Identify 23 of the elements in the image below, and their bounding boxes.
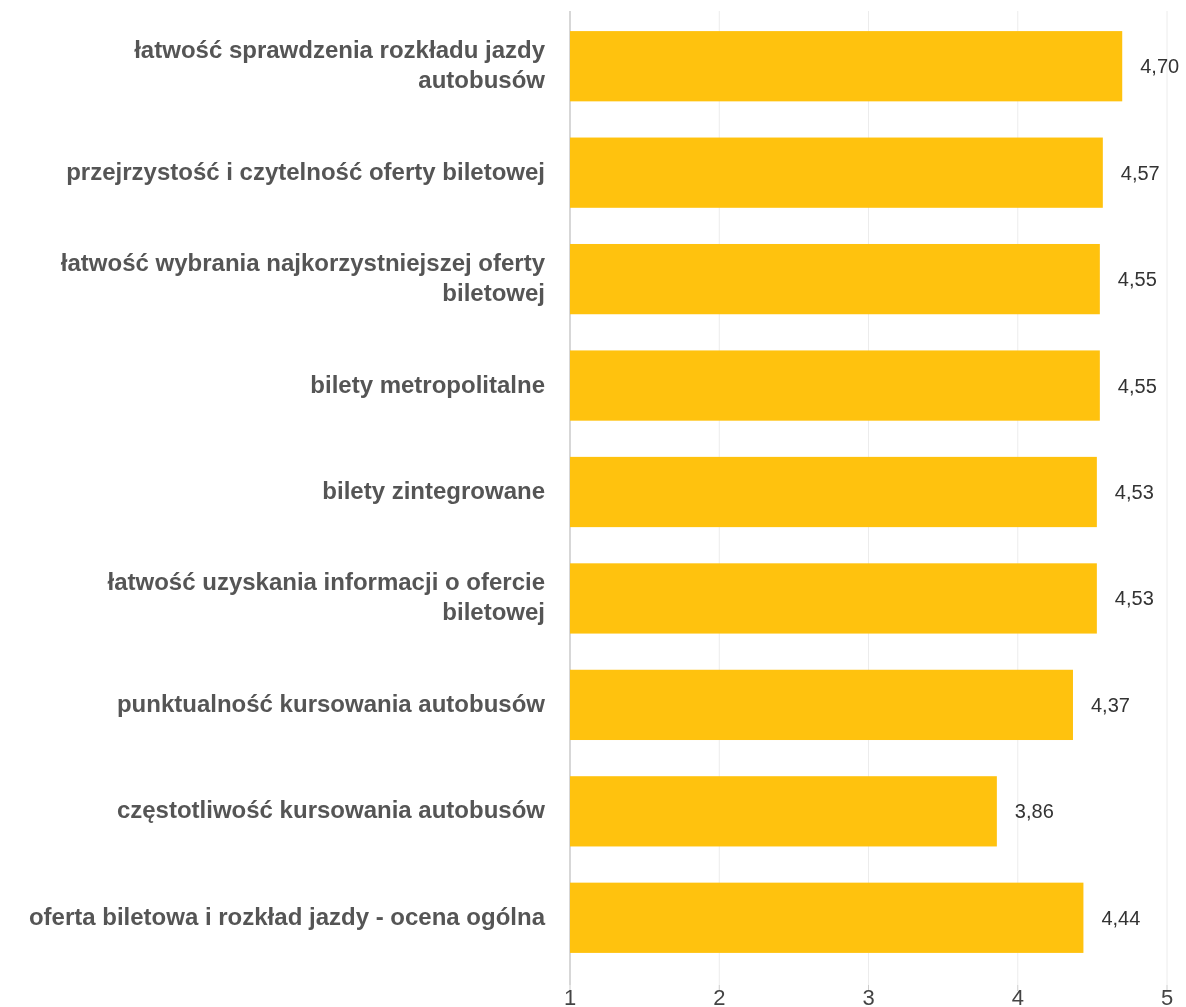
- y-tick-label: bilety metropolitalne: [310, 370, 545, 398]
- data-label: 4,53: [1114, 481, 1154, 503]
- data-label: 4,53: [1114, 587, 1154, 610]
- x-tick-label: 5: [1160, 985, 1174, 1007]
- y-tick-label: oferta biletowa i rozkład jazdy - ocena ogólna: [28, 902, 546, 930]
- y-tick-label: punktualność kursowania autobusów: [116, 689, 546, 717]
- data-label: 4,55: [1117, 268, 1157, 291]
- data-label: 4,44: [1101, 906, 1141, 929]
- y-tick-label: bilety zintegrowane: [322, 477, 545, 504]
- data-label: 4,37: [1090, 693, 1130, 716]
- y-tick-label: przejrzystość i czytelność oferty biletowej: [66, 157, 545, 185]
- data-label: 3,86: [1014, 800, 1054, 823]
- y-tick-label: łatwość wybrania najkorzystniejszej oferty biletowej: [60, 249, 546, 307]
- x-tick-label: 4: [1011, 985, 1024, 1007]
- y-tick-label: łatwość sprawdzenia rozkładu jazdy autobusów: [134, 36, 546, 94]
- y-tick-label: łatwość uzyskania informacji o ofercie biletowej: [107, 568, 545, 626]
- x-tick-label: 2: [713, 985, 726, 1007]
- data-label: 4,55: [1117, 374, 1157, 397]
- data-label: 4,70: [1140, 55, 1180, 78]
- data-label: 4,57: [1120, 161, 1160, 184]
- x-tick-label: 3: [862, 985, 875, 1007]
- y-tick-label: częstotliwość kursowania autobusów: [116, 796, 546, 824]
- x-tick-label: 1: [563, 985, 577, 1007]
